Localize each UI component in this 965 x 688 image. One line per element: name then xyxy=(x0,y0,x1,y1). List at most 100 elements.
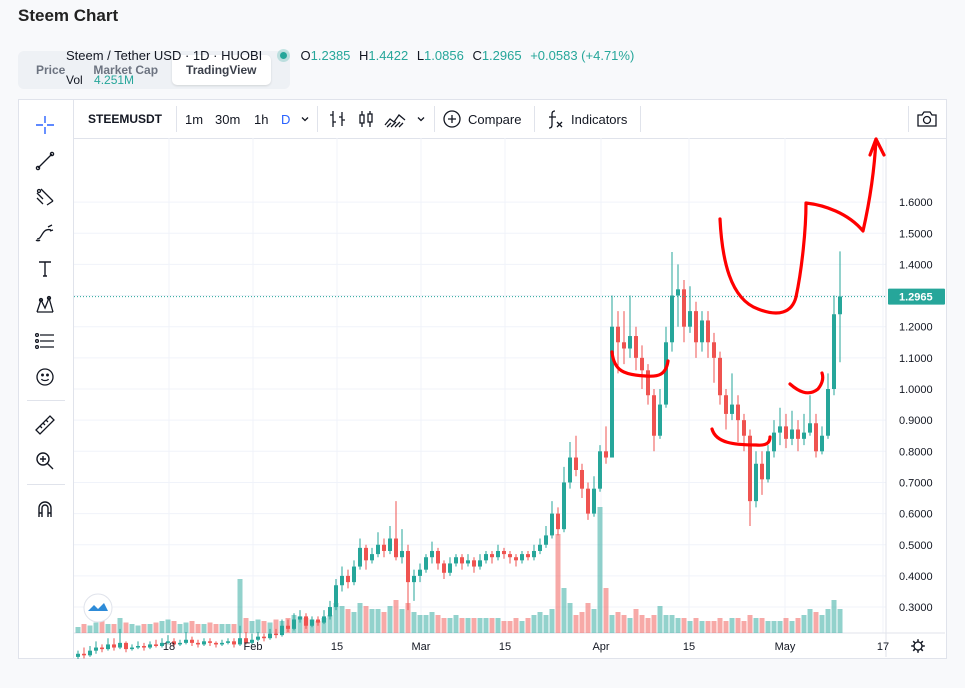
interval-1h[interactable]: 1h xyxy=(254,111,269,127)
volume-bar xyxy=(825,609,831,633)
candle xyxy=(382,544,386,551)
candle xyxy=(478,560,482,567)
candle xyxy=(148,644,152,648)
legend-change: +0.0583 (+4.71%) xyxy=(530,48,635,63)
crosshair-icon[interactable] xyxy=(32,112,58,138)
candle xyxy=(100,647,104,650)
compare-icon[interactable] xyxy=(442,100,462,138)
volume-bar xyxy=(399,609,405,633)
settings-icon[interactable] xyxy=(911,639,925,653)
symbol-search[interactable]: STEEMUSDT xyxy=(88,112,163,126)
candle-style-icon[interactable] xyxy=(355,100,377,138)
candle xyxy=(244,638,248,643)
y-tick-label: 1.5000 xyxy=(899,228,933,240)
candle xyxy=(754,463,758,502)
candle xyxy=(736,404,740,421)
volume-bar xyxy=(375,609,381,633)
volume-bar xyxy=(435,615,441,633)
tab-tradingview[interactable]: TradingView xyxy=(172,55,271,85)
chevron-down-icon[interactable] xyxy=(416,100,426,138)
volume-bar xyxy=(753,618,759,633)
magnet-icon[interactable] xyxy=(32,496,58,522)
volume-bar xyxy=(231,624,237,633)
x-tick-label: 15 xyxy=(331,641,343,653)
volume-bar xyxy=(705,621,711,633)
compare-button[interactable]: Compare xyxy=(468,111,522,127)
zoom-in-icon[interactable] xyxy=(32,448,58,474)
volume-bar xyxy=(333,603,339,633)
y-tick-label: 1.1000 xyxy=(899,353,933,365)
candle xyxy=(496,550,500,558)
measure-list-icon[interactable] xyxy=(32,328,58,354)
tradingview-widget: STEEMUSDT 1m 30m 1h D Compare Indicat xyxy=(18,99,947,659)
bar-style-icon[interactable] xyxy=(327,100,349,138)
camera-icon[interactable] xyxy=(916,100,938,138)
interval-30m[interactable]: 30m xyxy=(215,111,241,127)
emoji-icon[interactable] xyxy=(32,364,58,390)
candle xyxy=(172,641,176,645)
candle xyxy=(442,563,446,573)
volume-bar xyxy=(417,615,423,633)
volume-bar xyxy=(765,621,771,633)
interval-1m[interactable]: 1m xyxy=(185,111,204,127)
volume-bar xyxy=(153,622,159,633)
trend-line-icon[interactable] xyxy=(32,148,58,174)
candle xyxy=(142,645,146,648)
candle xyxy=(388,538,392,551)
candle xyxy=(562,482,566,530)
volume-bar xyxy=(441,618,447,633)
candlestick-chart[interactable]: 0.3000 0.4000 0.5000 0.6000 0.7000 0.8000 0.90… xyxy=(18,99,947,659)
brush-icon[interactable] xyxy=(32,220,58,246)
tab-market-cap[interactable]: Market Cap xyxy=(93,63,159,77)
volume-bar xyxy=(771,621,777,633)
candle xyxy=(196,642,200,645)
volume-bar xyxy=(735,618,741,633)
volume-bar xyxy=(525,618,531,633)
candle xyxy=(466,560,470,564)
candle xyxy=(826,389,830,436)
last-price-badge xyxy=(888,288,945,305)
volume-bar xyxy=(717,618,723,633)
candle xyxy=(190,639,194,643)
fib-icon[interactable] xyxy=(32,184,58,210)
x-tick-label: Feb xyxy=(244,641,263,653)
ruler-icon[interactable] xyxy=(32,412,58,438)
volume-bar xyxy=(507,621,513,633)
candle xyxy=(82,653,86,656)
candle xyxy=(610,326,614,458)
volume-bar xyxy=(273,619,279,633)
candle xyxy=(112,644,116,648)
indicators-button[interactable]: Indicators xyxy=(571,111,628,127)
indicators-icon[interactable] xyxy=(546,100,564,138)
pattern-icon[interactable] xyxy=(32,292,58,318)
chevron-down-icon[interactable] xyxy=(300,100,310,138)
volume-bar xyxy=(741,621,747,633)
candle xyxy=(814,423,818,452)
volume-bar xyxy=(165,619,171,633)
candle xyxy=(76,653,80,657)
candle xyxy=(376,544,380,555)
area-style-icon[interactable] xyxy=(383,100,407,138)
candle xyxy=(334,585,338,608)
tab-price[interactable]: Price xyxy=(36,63,66,77)
volume-bar xyxy=(471,618,477,633)
candle xyxy=(406,550,410,583)
interval-d[interactable]: D xyxy=(281,111,291,127)
volume-bar xyxy=(177,624,183,633)
volume-bar xyxy=(447,618,453,633)
candle xyxy=(568,457,572,483)
volume-bar xyxy=(81,624,87,633)
volume-bar xyxy=(393,600,399,633)
candle xyxy=(544,535,548,545)
volume-bar xyxy=(405,603,411,633)
candle xyxy=(670,295,674,343)
candle xyxy=(130,647,134,650)
candle xyxy=(256,636,260,640)
volume-bar xyxy=(681,618,687,633)
volume-bar xyxy=(801,615,807,633)
volume-bar xyxy=(675,618,681,633)
y-tick-label: 0.9000 xyxy=(899,415,933,427)
candle xyxy=(622,342,626,349)
text-icon[interactable] xyxy=(32,256,58,282)
legend-high: 1.4422 xyxy=(368,48,409,63)
